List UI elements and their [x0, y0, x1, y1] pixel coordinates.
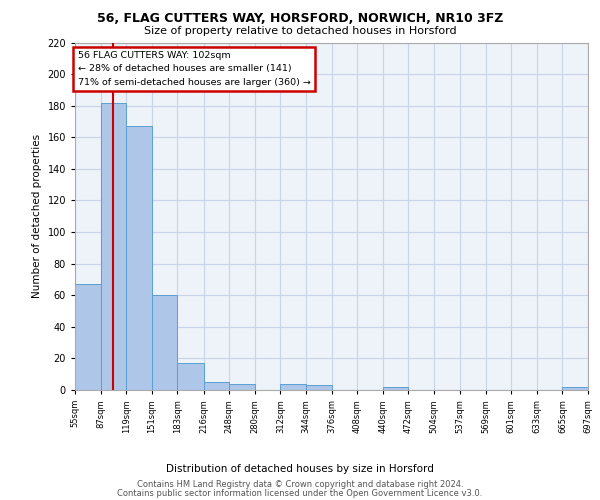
Text: Contains HM Land Registry data © Crown copyright and database right 2024.: Contains HM Land Registry data © Crown c…: [137, 480, 463, 489]
Bar: [383, 387, 408, 390]
Bar: [229, 384, 255, 390]
Text: 56, FLAG CUTTERS WAY, HORSFORD, NORWICH, NR10 3FZ: 56, FLAG CUTTERS WAY, HORSFORD, NORWICH,…: [97, 12, 503, 26]
Text: 56 FLAG CUTTERS WAY: 102sqm
← 28% of detached houses are smaller (141)
71% of se: 56 FLAG CUTTERS WAY: 102sqm ← 28% of det…: [77, 51, 310, 86]
Bar: [126, 126, 152, 390]
Bar: [280, 384, 306, 390]
Text: Contains public sector information licensed under the Open Government Licence v3: Contains public sector information licen…: [118, 489, 482, 498]
Bar: [203, 382, 229, 390]
Y-axis label: Number of detached properties: Number of detached properties: [32, 134, 42, 298]
Text: Size of property relative to detached houses in Horsford: Size of property relative to detached ho…: [143, 26, 457, 36]
Text: Distribution of detached houses by size in Horsford: Distribution of detached houses by size …: [166, 464, 434, 474]
Bar: [562, 387, 588, 390]
Bar: [101, 102, 126, 390]
Bar: [152, 295, 177, 390]
Bar: [75, 284, 101, 390]
Bar: [177, 363, 203, 390]
Bar: [306, 386, 331, 390]
